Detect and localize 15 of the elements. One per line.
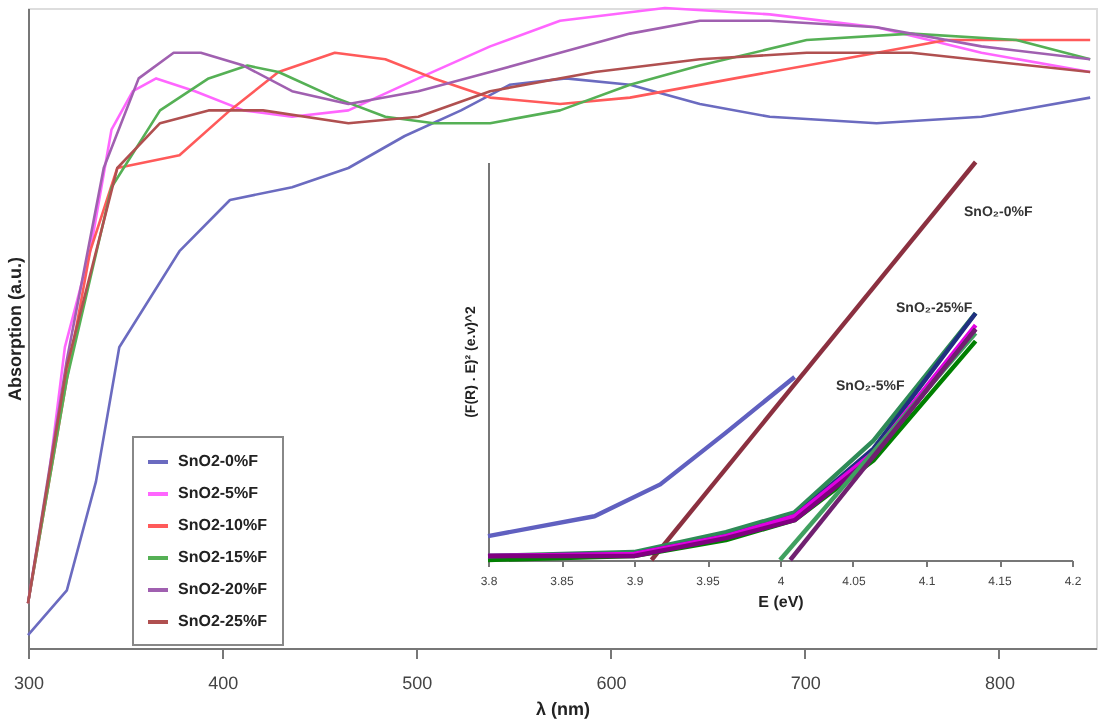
legend-label: SnO2-25%F — [178, 612, 268, 630]
x-tick-label: 300 — [13, 673, 45, 693]
x-tick-label: 700 — [790, 673, 821, 693]
x-axis-title: λ (nm) — [536, 699, 591, 719]
legend-label: SnO2-5%F — [178, 484, 259, 502]
legend-label: SnO2-10%F — [178, 516, 268, 534]
x-tick-label: 600 — [596, 673, 627, 693]
x-tick-label: 800 — [984, 673, 1015, 693]
legend-label: SnO2-20%F — [178, 580, 268, 598]
x-tick-label: 500 — [402, 673, 433, 693]
y-axis-title: Absorption (a.u.) — [5, 257, 25, 401]
legend-label: SnO2-15%F — [178, 548, 268, 566]
x-tick-label: 400 — [208, 673, 239, 693]
x-axis-title: E (eV) — [758, 593, 805, 611]
legend-label: SnO2-0%F — [178, 452, 259, 470]
